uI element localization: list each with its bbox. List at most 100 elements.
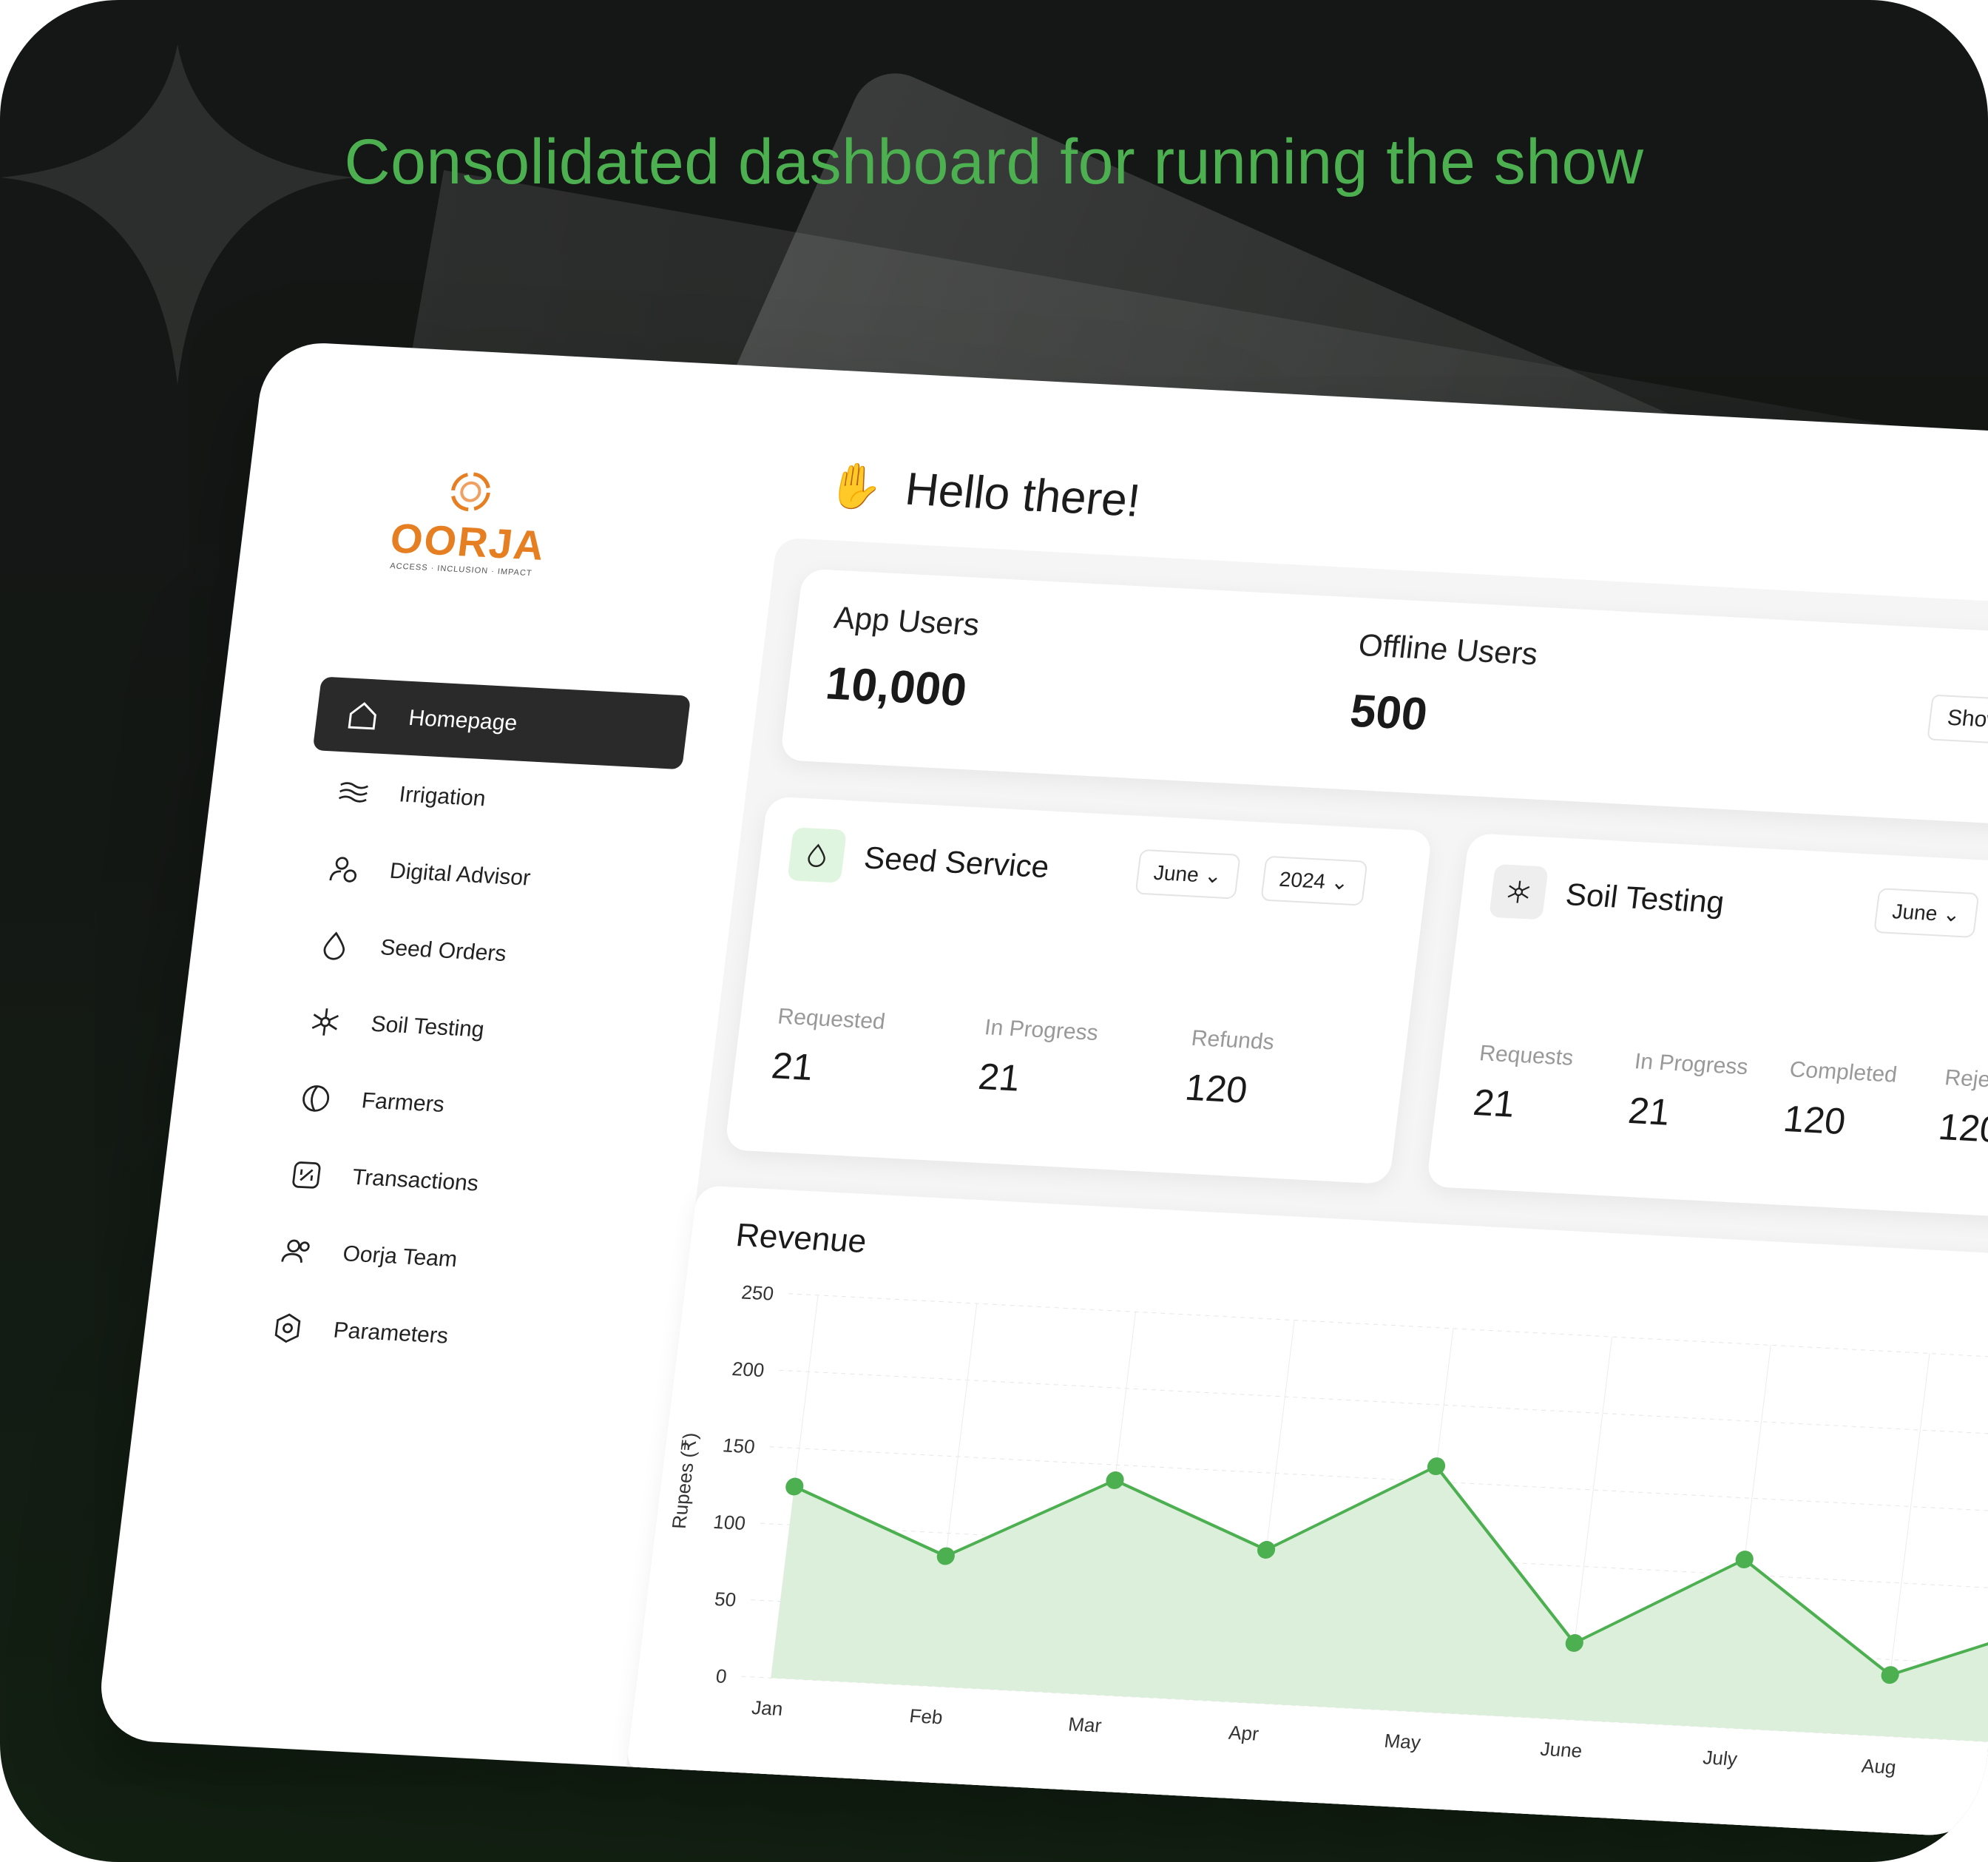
app-users-stat: App Users 10,000	[823, 600, 981, 718]
sidebar-item-label: Farmers	[360, 1088, 446, 1117]
sidebar-item-homepage[interactable]: Homepage	[312, 676, 692, 770]
x-tick-label: July	[1702, 1746, 1739, 1770]
grid-line	[779, 1369, 1988, 1439]
data-point	[1735, 1551, 1754, 1569]
gear-icon	[274, 1313, 301, 1343]
drop-icon	[787, 827, 848, 883]
stat-value: 21	[1470, 1081, 1518, 1125]
sidebar-item-oorja-team[interactable]: Oorja Team	[247, 1212, 626, 1306]
stat-value: 120	[1183, 1066, 1250, 1111]
sidebar-item-label: Seed Orders	[379, 935, 508, 967]
sidebar-item-label: Homepage	[407, 705, 519, 736]
snowflake-icon	[1489, 863, 1549, 920]
y-tick-label: 250	[740, 1281, 775, 1305]
brand-logo: OORJA ACCESS · INCLUSION · IMPACT	[387, 466, 548, 578]
sidebar-item-irrigation[interactable]: Irrigation	[303, 753, 682, 846]
y-tick-label: 0	[714, 1664, 728, 1687]
sidebar-item-seed-orders[interactable]: Seed Orders	[285, 906, 663, 999]
waving-hand-icon: ✋	[825, 460, 887, 513]
offline-users-label: Offline Users	[1356, 627, 1540, 672]
stat-completed: Completed 120	[1781, 1057, 1899, 1145]
sidebar-item-label: Irrigation	[397, 782, 487, 812]
chevron-down-icon: ⌄	[1203, 863, 1223, 888]
x-tick-label: Mar	[1067, 1713, 1103, 1736]
stat-in-progress: In Progress 21	[976, 1015, 1100, 1103]
data-point	[785, 1477, 804, 1496]
sidebar-item-digital-advisor[interactable]: Digital Advisor	[294, 829, 672, 922]
stat-rejected: Rejected 120	[1936, 1065, 1988, 1153]
month-value: June	[1152, 860, 1200, 886]
stat-label: Completed	[1788, 1057, 1899, 1087]
revenue-title: Revenue	[734, 1217, 869, 1261]
stat-label: In Progress	[983, 1015, 1100, 1046]
chevron-down-icon: ⌄	[1330, 870, 1350, 894]
sidebar-item-farmers[interactable]: Farmers	[266, 1059, 644, 1153]
stat-label: Refunds	[1190, 1025, 1276, 1055]
seed-service-title: Seed Service	[862, 840, 1052, 885]
drop-icon	[323, 931, 345, 960]
year-value: 2024	[1278, 867, 1328, 893]
stat-label: Requests	[1478, 1041, 1575, 1070]
sidebar-item-label: Soil Testing	[369, 1011, 486, 1042]
seed-service-card: Seed Service June ⌄ 2024 ⌄ Requested 21 …	[724, 796, 1433, 1185]
month-select[interactable]: June ⌄	[1135, 849, 1241, 900]
data-point	[1881, 1666, 1899, 1684]
month-select[interactable]: June ⌄	[1873, 888, 1980, 938]
stat-label: Rejected	[1943, 1065, 1988, 1095]
sidebar-nav: Homepage Irrigation Digital Advisor Seed…	[237, 676, 692, 1385]
y-axis-label: Rupees (₹)	[668, 1432, 702, 1530]
sidebar-item-transactions[interactable]: Transactions	[256, 1136, 635, 1229]
y-tick-label: 200	[731, 1357, 765, 1381]
data-point	[1565, 1634, 1583, 1652]
sidebar-item-label: Oorja Team	[341, 1241, 459, 1272]
chevron-down-icon: ⌄	[1941, 902, 1962, 926]
user-check-icon	[329, 857, 357, 883]
stat-value: 120	[1781, 1097, 1848, 1143]
greeting-text: Hello there!	[902, 463, 1143, 527]
stat-value: 21	[976, 1055, 1023, 1099]
stat-label: In Progress	[1633, 1049, 1750, 1080]
logo-swirl-icon	[450, 472, 491, 512]
x-tick-label: Apr	[1228, 1721, 1260, 1745]
stat-in-progress: In Progress 21	[1626, 1049, 1750, 1137]
offline-users-value: 500	[1347, 685, 1430, 741]
y-tick-label: 50	[714, 1588, 738, 1610]
x-tick-label: May	[1383, 1730, 1422, 1753]
show-history-button[interactable]: Show his	[1927, 694, 1988, 747]
waves-icon	[338, 782, 368, 803]
data-point	[936, 1547, 955, 1565]
sidebar-item-soil-testing[interactable]: Soil Testing	[275, 982, 654, 1076]
transfer-icon	[292, 1161, 321, 1189]
grid-line	[788, 1293, 1988, 1363]
stat-requests: Requests 21	[1471, 1041, 1575, 1128]
stat-requested: Requested 21	[769, 1005, 886, 1093]
soil-testing-card: Soil Testing June ⌄ 2024 ⌄ Requests 21 I…	[1426, 833, 1988, 1225]
year-select[interactable]: 2024 ⌄	[1260, 855, 1368, 906]
x-tick-label: June	[1539, 1738, 1583, 1762]
soil-testing-title: Soil Testing	[1563, 877, 1727, 920]
data-point	[1257, 1541, 1276, 1559]
y-tick-label: 100	[712, 1511, 747, 1534]
leaf-icon	[302, 1085, 330, 1112]
headline: Consolidated dashboard for running the s…	[344, 127, 1644, 198]
sidebar-item-label: Transactions	[351, 1164, 480, 1196]
x-tick-label: Jan	[751, 1696, 785, 1720]
x-tick-label: Aug	[1861, 1755, 1898, 1778]
home-icon	[348, 702, 376, 730]
revenue-chart: 0 50 100 150 200 250 Jan Feb Mar Apr May June July Au…	[668, 1281, 1988, 1778]
app-users-value: 10,000	[822, 658, 970, 717]
y-tick-label: 150	[721, 1434, 756, 1457]
x-tick-label: Feb	[908, 1704, 944, 1728]
revenue-area	[771, 1466, 1988, 1745]
month-value: June	[1890, 900, 1939, 925]
stat-value: 21	[769, 1045, 816, 1088]
sidebar-item-parameters[interactable]: Parameters	[237, 1289, 616, 1382]
data-point	[1427, 1457, 1446, 1476]
snowflake-icon	[311, 1008, 339, 1036]
sidebar-item-label: Digital Advisor	[388, 858, 532, 891]
data-point	[1106, 1471, 1124, 1489]
greeting: ✋ Hello there!	[825, 459, 1143, 527]
dashboard-window: OORJA ACCESS · INCLUSION · IMPACT Homepa…	[94, 340, 1988, 1838]
sparkle-icon	[0, 44, 355, 385]
